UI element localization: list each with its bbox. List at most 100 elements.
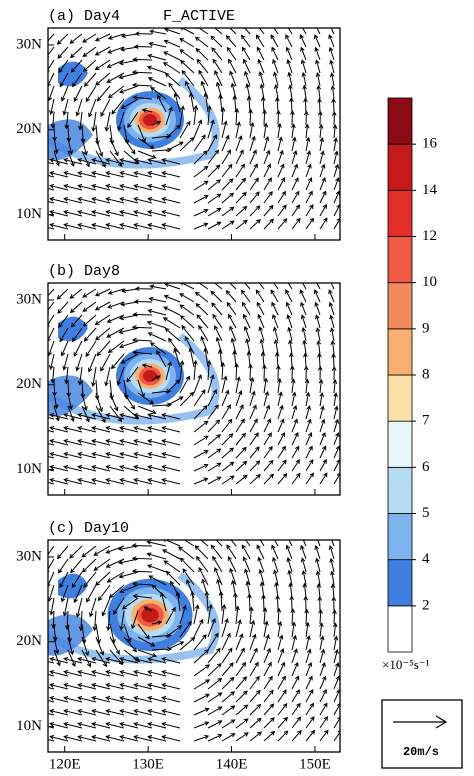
wind-vector (230, 540, 237, 547)
wind-vector (147, 426, 167, 433)
wind-vector (235, 446, 247, 459)
wind-vector (164, 72, 181, 87)
wind-vector (302, 339, 307, 355)
wind-vector (315, 314, 321, 329)
wind-vector (235, 163, 245, 178)
wind-vector (107, 340, 125, 354)
wind-vector (48, 416, 55, 420)
wind-vector (319, 177, 326, 191)
wind-vector (105, 210, 125, 217)
wind-vector (317, 97, 322, 113)
wind-vector (225, 34, 237, 48)
wind-vector (305, 445, 313, 459)
wind-vector (147, 478, 167, 485)
wind-vector (161, 158, 181, 165)
wind-vector (314, 544, 321, 560)
wind-vector (131, 568, 153, 574)
wind-vector (77, 465, 97, 472)
wind-vector (277, 675, 286, 690)
wind-vector (193, 435, 209, 446)
wind-vector (256, 544, 265, 560)
wind-vector (277, 418, 285, 433)
wind-vector (305, 729, 316, 742)
wind-vector (277, 431, 286, 446)
wind-vector (132, 593, 153, 599)
wind-vector (147, 184, 167, 191)
wind-vector (71, 327, 83, 343)
wind-vector (131, 69, 153, 75)
wind-vector (304, 123, 310, 139)
panel-subtitle: F_ACTIVE (163, 8, 235, 25)
wind-vector (235, 676, 248, 690)
panel-title: (a) Day4 (48, 8, 120, 25)
wind-vector (300, 557, 307, 573)
wind-vector (69, 33, 83, 44)
wind-vector (333, 662, 340, 677)
wind-vector (260, 351, 266, 368)
wind-vector (105, 184, 125, 191)
wind-vector (258, 71, 265, 87)
wind-vector (146, 65, 167, 74)
colorbar-label: 2 (422, 597, 430, 613)
wind-vector (288, 339, 293, 355)
wind-vector (48, 226, 55, 230)
wind-vector (107, 46, 125, 54)
wind-vector (235, 661, 247, 677)
wind-vector (277, 661, 286, 677)
wind-vector (63, 171, 83, 178)
wind-vector (91, 413, 111, 420)
wind-vector (48, 699, 55, 703)
wind-vector (319, 729, 329, 742)
wind-vector (48, 187, 55, 191)
wind-vector (165, 606, 176, 625)
wind-vector (163, 306, 181, 316)
wind-vector (93, 558, 111, 571)
wind-vector (93, 545, 111, 556)
wind-vector (275, 364, 281, 381)
wind-vector (60, 340, 69, 357)
wind-vector (49, 722, 69, 729)
wind-vector (188, 92, 195, 113)
wind-vector (161, 184, 181, 191)
wind-vector (119, 683, 139, 690)
wind-vector (221, 618, 229, 638)
wind-vector (137, 137, 155, 149)
wind-vector (277, 404, 284, 420)
wind-vector (263, 661, 272, 677)
wind-vector (256, 301, 265, 316)
wind-vector (302, 582, 308, 599)
colorbar-label: 6 (422, 459, 430, 475)
wind-vector (328, 545, 335, 560)
wind-vector (105, 478, 125, 485)
wind-vector (235, 732, 249, 742)
wind-vector (77, 171, 97, 178)
colorbar-box (387, 97, 413, 145)
wind-vector (235, 404, 244, 420)
wind-vector (257, 313, 265, 329)
wind-vector (221, 691, 236, 703)
wind-vector (291, 176, 299, 191)
wind-vector (163, 560, 181, 573)
wind-vector (91, 223, 111, 230)
wind-vector (120, 46, 139, 52)
wind-vector (161, 478, 181, 485)
wind-vector (51, 610, 56, 629)
wind-vector (119, 735, 139, 742)
wind-vector (263, 620, 269, 638)
wind-vector (291, 204, 300, 217)
wind-vector (288, 84, 293, 100)
wind-vector (91, 465, 111, 472)
wind-vector (109, 392, 119, 412)
wind-vector (48, 213, 55, 217)
wind-vector (91, 657, 111, 664)
wind-vector (137, 392, 155, 405)
wind-vector (290, 110, 295, 126)
colorbar-box (387, 605, 413, 653)
wind-vector (111, 353, 125, 370)
wind-vector (315, 72, 321, 87)
wind-vector (71, 571, 83, 589)
wind-vector (81, 545, 97, 558)
wind-vector (331, 540, 335, 547)
wind-vector (173, 92, 181, 113)
wind-vector (305, 418, 312, 433)
